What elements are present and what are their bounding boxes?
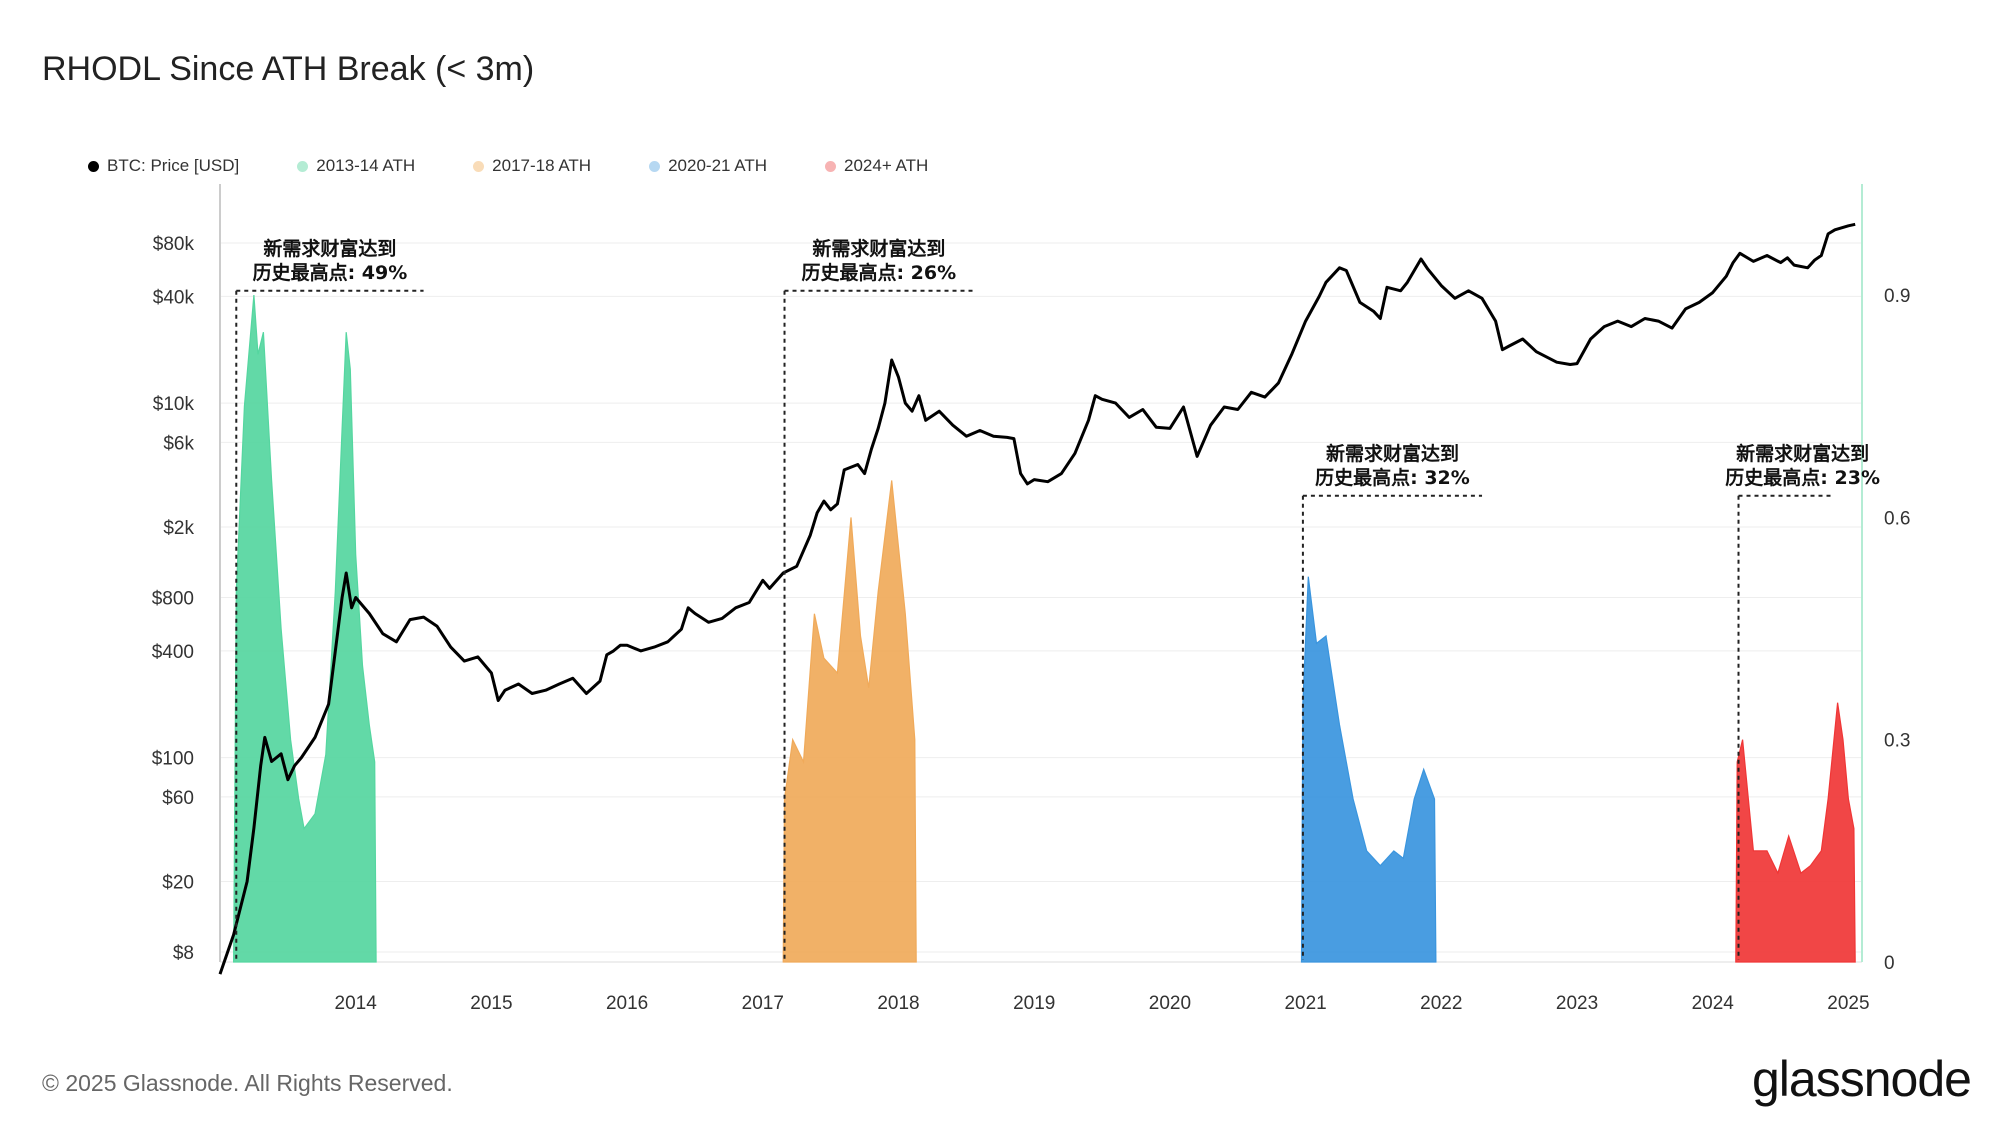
legend-label: 2013-14 ATH [316, 156, 416, 175]
legend-label: 2024+ ATH [844, 156, 929, 175]
y-left-tick-label: $800 [152, 589, 194, 610]
x-tick-label: 2017 [742, 993, 784, 1014]
copyright-footer: © 2025 Glassnode. All Rights Reserved. [42, 1070, 453, 1096]
annotation-label-line1: 新需求财富达到 [263, 237, 396, 260]
legend-dot-icon [825, 160, 837, 172]
btc-price-line [218, 222, 1856, 975]
y-right-tick-label: 0.6 [1884, 508, 1910, 529]
legend-item-2020-21-ath[interactable]: 2020-21 ATH [649, 156, 767, 176]
x-tick-label: 2022 [1420, 993, 1462, 1014]
y-left-tick-label: $40k [153, 287, 195, 308]
y-right-tick-label: 0.3 [1884, 731, 1910, 752]
y-left-tick-label: $6k [163, 433, 194, 454]
x-tick-label: 2021 [1284, 993, 1326, 1014]
legend-dot-icon [649, 160, 661, 172]
x-tick-label: 2025 [1827, 993, 1869, 1014]
x-tick-label: 2014 [335, 993, 378, 1014]
y-left-tick-label: $60 [162, 788, 194, 809]
legend-item-2013-14-ath[interactable]: 2013-14 ATH [297, 156, 415, 176]
y-right-tick-label: 0.9 [1884, 286, 1910, 307]
x-tick-label: 2016 [606, 993, 648, 1014]
annotation-label-line1: 新需求财富达到 [1736, 442, 1869, 465]
annotation-label-line2: 历史最高点: 49% [253, 261, 408, 284]
rhodl-area-2024-ath [1735, 702, 1856, 963]
x-tick-label: 2023 [1556, 993, 1598, 1014]
chart-title: RHODL Since ATH Break (< 3m) [42, 50, 535, 88]
annotation-label-line2: 历史最高点: 23% [1725, 466, 1880, 489]
annotation-label-line1: 新需求财富达到 [812, 237, 945, 260]
legend-item-2017-18-ath[interactable]: 2017-18 ATH [473, 156, 591, 176]
legend-label: 2017-18 ATH [492, 156, 592, 175]
x-tick-label: 2015 [470, 993, 512, 1014]
x-tick-label: 2020 [1149, 993, 1191, 1014]
y-left-tick-label: $400 [152, 642, 194, 663]
glassnode-logo: glassnode [1752, 1051, 1972, 1107]
legend-item-2024-ath[interactable]: 2024+ ATH [825, 156, 928, 176]
legend-dot-icon [88, 160, 99, 172]
y-left-tick-label: $8 [173, 943, 194, 964]
y-left-tick-label: $10k [153, 394, 195, 415]
legend-item-btc-price[interactable]: BTC: Price [USD] [88, 156, 239, 176]
annotation-label-line2: 历史最高点: 32% [1315, 466, 1470, 489]
y-right-tick-label: 0 [1884, 953, 1895, 974]
x-tick-label: 2019 [1013, 993, 1055, 1014]
legend: BTC: Price [USD] 2013-14 ATH 2017-18 ATH… [88, 156, 986, 176]
x-tick-label: 2018 [877, 993, 919, 1014]
legend-label: BTC: Price [USD] [107, 156, 240, 175]
legend-label: 2020-21 ATH [668, 156, 768, 175]
annotation-label-line2: 历史最高点: 26% [801, 261, 956, 284]
x-tick-label: 2024 [1692, 993, 1735, 1014]
rhodl-area-2017-18-ath [782, 480, 917, 963]
y-left-tick-label: $2k [163, 518, 194, 539]
annotation-label-line1: 新需求财富达到 [1326, 442, 1459, 465]
legend-dot-icon [473, 160, 485, 172]
rhodl-area-2020-21-ath [1300, 576, 1437, 963]
legend-dot-icon [297, 160, 309, 172]
y-left-tick-label: $20 [162, 872, 194, 893]
y-left-tick-label: $100 [152, 749, 194, 770]
y-left-tick-label: $80k [153, 234, 195, 255]
rhodl-area-2013-14-ath [232, 295, 377, 963]
